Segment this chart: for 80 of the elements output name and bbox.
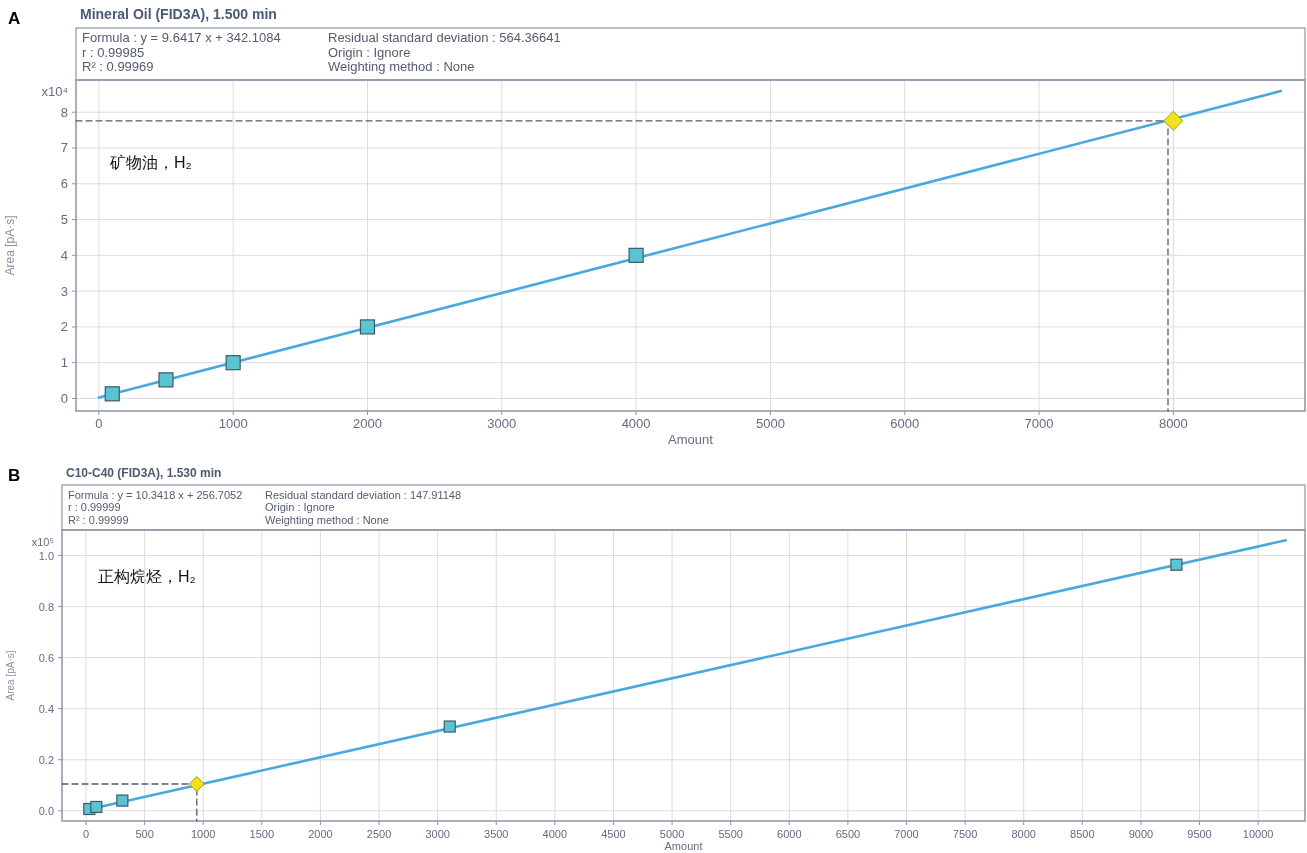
text: R² : 0.99969 bbox=[82, 59, 154, 75]
y-tick-label: 0 bbox=[60, 390, 68, 406]
x-tick-label: 6500 bbox=[835, 828, 861, 840]
x-tick-label: 2500 bbox=[366, 828, 392, 840]
text: Weighting method : None bbox=[265, 513, 389, 526]
x-tick-label: 5500 bbox=[718, 828, 743, 840]
text: A bbox=[8, 9, 21, 28]
x-tick-label: 6000 bbox=[777, 828, 802, 840]
x-tick-label: 10000 bbox=[1242, 828, 1274, 840]
y-tick-label: 2 bbox=[60, 319, 68, 335]
x-tick-label: 3000 bbox=[425, 828, 450, 840]
annotation: 矿物油，H₂ bbox=[109, 154, 192, 171]
y-tick-label: 0.2 bbox=[38, 753, 54, 766]
x-tick-label: 4000 bbox=[542, 828, 568, 840]
x-tick-label: 0 bbox=[82, 828, 90, 840]
chart-title: C10-C40 (FID3A), 1.530 min bbox=[66, 466, 222, 480]
x-tick-label: 5000 bbox=[659, 828, 685, 840]
y-tick-label: 5 bbox=[60, 212, 68, 228]
x-tick-label: 7000 bbox=[1024, 416, 1054, 431]
point bbox=[188, 776, 205, 792]
point bbox=[359, 319, 376, 335]
y-tick-label: 6 bbox=[60, 176, 68, 192]
chart-title: Mineral Oil (FID3A), 1.500 min bbox=[80, 6, 277, 22]
annotation: 正构烷烃，H₂ bbox=[98, 568, 196, 585]
x-tick-label: 5000 bbox=[755, 416, 785, 431]
x-tick-label: 8500 bbox=[1070, 828, 1095, 840]
x-tick-label: 6000 bbox=[890, 416, 920, 431]
y-tick-label: 8 bbox=[60, 104, 68, 120]
text: x10⁴ bbox=[41, 84, 68, 99]
y-tick-label: 1 bbox=[60, 355, 68, 371]
y-axis-title: Area [pA·s] bbox=[3, 215, 17, 276]
text: Residual standard deviation : 147.91148 bbox=[265, 489, 462, 501]
x-tick-label: 7500 bbox=[952, 828, 978, 840]
point bbox=[1163, 110, 1184, 131]
text: Formula : y = 9.6417 x + 342.1084 bbox=[82, 30, 281, 45]
x-tick-label: 500 bbox=[135, 828, 154, 840]
x-tick-label: 9000 bbox=[1128, 828, 1154, 840]
x-tick-label: 3000 bbox=[487, 416, 517, 431]
x-tick-label: 2000 bbox=[308, 828, 333, 840]
x-tick-label: 8000 bbox=[1011, 828, 1036, 840]
text: Origin : Ignore bbox=[265, 501, 335, 514]
x-tick-label: 1000 bbox=[218, 416, 248, 431]
text: B bbox=[8, 466, 21, 485]
text: Formula : y = 10.3418 x + 256.7052 bbox=[68, 489, 243, 501]
text: x10⁵ bbox=[31, 536, 54, 548]
y-tick-label: 0.0 bbox=[38, 804, 54, 817]
point bbox=[116, 794, 129, 807]
x-tick-label: 7000 bbox=[894, 828, 919, 840]
x-tick-label: 0 bbox=[95, 416, 103, 431]
x-tick-label: 4000 bbox=[621, 416, 651, 431]
x-tick-label: 2000 bbox=[353, 416, 382, 431]
text: Origin : Ignore bbox=[328, 44, 411, 60]
x-axis-title: Amount bbox=[664, 840, 703, 852]
x-tick-label: 1500 bbox=[249, 828, 275, 840]
y-tick-label: 7 bbox=[60, 140, 68, 156]
text: r : 0.99999 bbox=[68, 501, 121, 514]
x-tick-label: 3500 bbox=[484, 828, 509, 840]
text: Residual standard deviation : 564.36641 bbox=[328, 30, 561, 45]
x-tick-label: 8000 bbox=[1158, 416, 1188, 431]
point bbox=[443, 720, 456, 733]
point bbox=[628, 247, 644, 263]
y-tick-label: 4 bbox=[60, 247, 68, 263]
point bbox=[225, 355, 241, 371]
y-tick-label: 0.4 bbox=[38, 702, 54, 715]
y-tick-label: 3 bbox=[60, 283, 68, 299]
point bbox=[104, 386, 120, 402]
y-axis-title: Area [pA·s] bbox=[5, 650, 16, 701]
text: Weighting method : None bbox=[328, 59, 475, 75]
y-tick-label: 0.8 bbox=[38, 600, 54, 613]
x-tick-label: 9500 bbox=[1187, 828, 1212, 840]
x-tick-label: 1000 bbox=[190, 828, 216, 840]
y-tick-label: 1.0 bbox=[38, 549, 54, 562]
point bbox=[90, 800, 103, 814]
point bbox=[158, 372, 174, 388]
point bbox=[1170, 558, 1183, 571]
text: r : 0.99985 bbox=[82, 44, 145, 60]
text: R² : 0.99999 bbox=[68, 513, 129, 526]
y-tick-label: 0.6 bbox=[38, 651, 54, 664]
x-tick-label: 4500 bbox=[601, 828, 626, 840]
x-axis-title: Amount bbox=[668, 432, 714, 447]
